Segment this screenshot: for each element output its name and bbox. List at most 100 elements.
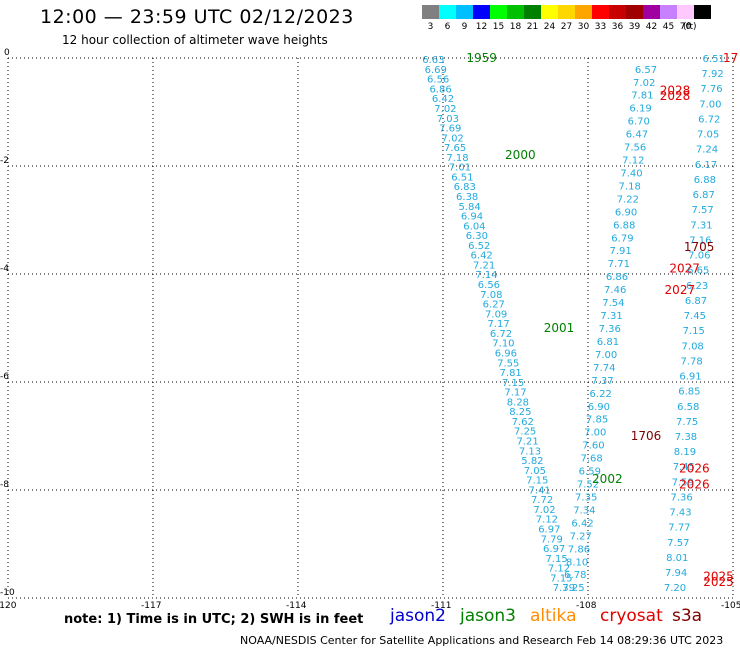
wave-height-label: 7.31	[690, 220, 712, 231]
wave-height-label: 6.22	[590, 389, 612, 400]
lon-tick-label: -117	[141, 601, 162, 611]
pass-time-label: 17	[723, 51, 738, 65]
wave-height-label: 7.01	[449, 163, 471, 174]
wave-height-label: 7.17	[504, 388, 526, 399]
wave-height-label: 7.24	[696, 145, 718, 156]
wave-height-label: 6.56	[427, 75, 449, 86]
wave-height-label: 7.09	[485, 309, 507, 320]
wave-height-label: 7.02	[633, 78, 655, 89]
wave-height-label: 6.97	[538, 525, 560, 536]
lon-tick-label: -120	[0, 601, 17, 611]
wave-height-label: 6.57	[635, 65, 657, 76]
wave-height-label: 6.86	[606, 272, 628, 283]
legend-swatch-label: 33	[594, 22, 607, 32]
wave-height-label: 7.05	[524, 466, 546, 477]
wave-height-label: 7.79	[541, 534, 563, 545]
wave-height-label: 7.00	[595, 350, 617, 361]
wave-height-label: 6.79	[611, 233, 633, 244]
pass-time-label: 2026	[679, 461, 710, 475]
wave-height-label: 7.12	[536, 515, 558, 526]
wave-height-label: 7.45	[684, 311, 706, 322]
wave-height-label: 7.59	[672, 477, 694, 488]
wave-height-label: 6.42	[432, 94, 454, 105]
wave-height-label: 8.28	[507, 397, 529, 408]
wave-height-label: 7.06	[688, 251, 710, 262]
legend-swatch	[524, 5, 541, 19]
legend-swatch-label: 27	[560, 22, 573, 32]
wave-height-label: 7.57	[691, 205, 713, 216]
legend-swatch	[694, 5, 711, 19]
lat-tick-label: -8	[0, 480, 9, 490]
footer-note: note: 1) Time is in UTC; 2) SWH is in fe…	[64, 612, 364, 627]
wave-height-label: 7.55	[497, 358, 519, 369]
legend-swatch-label: 18	[509, 22, 522, 32]
wave-height-label: 6.94	[461, 212, 483, 223]
legend-swatch	[592, 5, 609, 19]
legend-swatch	[490, 5, 507, 19]
wave-height-label: 7.77	[668, 523, 690, 534]
satellite-legend-jason2: jason2	[390, 606, 446, 626]
wave-height-label: 6.52	[468, 241, 490, 252]
wave-height-label: 7.31	[600, 311, 622, 322]
wave-height-label: 6.59	[579, 467, 601, 478]
legend-swatch-label: 21	[526, 22, 539, 32]
legend-swatch-label: 39	[628, 22, 641, 32]
wave-height-label: 7.02	[442, 133, 464, 144]
pass-time-label: 2002	[592, 472, 623, 486]
wave-height-label: 6.65	[687, 266, 709, 277]
legend-swatch-label: 15	[492, 22, 505, 32]
wave-height-label: 7.27	[570, 531, 592, 542]
pass-time-label: 2025	[703, 575, 734, 589]
wave-height-label: 7.54	[602, 298, 624, 309]
wave-height-label: 6.47	[626, 130, 648, 141]
wave-height-label: 7.13	[519, 446, 541, 457]
wave-height-label: 6.69	[425, 65, 447, 76]
wave-height-label: 7.34	[573, 505, 595, 516]
wave-height-label: 6.42	[471, 251, 493, 262]
wave-height-label: 7.25	[514, 427, 536, 438]
wave-height-label: 7.56	[624, 143, 646, 154]
lat-tick-label: 0	[4, 48, 10, 58]
wave-height-label: 7.15	[550, 573, 572, 584]
wave-height-label: 7.08	[480, 290, 502, 301]
wave-height-label: 6.88	[694, 175, 716, 186]
lat-tick-label: -2	[0, 156, 9, 166]
satellite-legend-altika: altika	[530, 606, 577, 626]
lat-tick-label: -6	[0, 372, 9, 382]
legend-swatch	[558, 5, 575, 19]
legend-swatch-label: 70	[679, 22, 692, 32]
wave-height-label: 7.22	[617, 194, 639, 205]
wave-height-label: 8.25	[509, 407, 531, 418]
wave-height-label: 7.57	[667, 538, 689, 549]
footer-credit: NOAA/NESDIS Center for Satellite Applica…	[240, 634, 724, 647]
page-subtitle: 12 hour collection of altimeter wave hei…	[62, 33, 328, 47]
lon-tick-label: -108	[576, 601, 597, 611]
wave-height-label: 7.43	[669, 508, 691, 519]
wave-height-label: 7.81	[500, 368, 522, 379]
wave-height-label: 6.85	[678, 387, 700, 398]
legend-swatch	[456, 5, 473, 19]
wave-height-label: 7.17	[487, 319, 509, 330]
wave-height-label: 7.15	[545, 554, 567, 565]
legend-swatch	[609, 5, 626, 19]
wave-height-label: 7.05	[697, 130, 719, 141]
satellite-legend-s3a: s3a	[672, 606, 703, 626]
wave-height-label: 7.18	[619, 181, 641, 192]
wave-height-label: 6.72	[698, 114, 720, 125]
wave-height-label: 7.74	[593, 363, 615, 374]
wave-height-label: 7.02	[434, 104, 456, 115]
pass-time-label: 1706	[631, 429, 662, 443]
wave-height-label: 6.38	[456, 192, 478, 203]
wave-height-label: 6.90	[588, 402, 610, 413]
wave-height-label: 7.68	[580, 454, 602, 465]
wave-height-label: 7.35	[575, 492, 597, 503]
legend-swatch	[541, 5, 558, 19]
wave-height-label: 7.16	[689, 235, 711, 246]
legend-swatch-label: 42	[645, 22, 658, 32]
wave-height-label: 7.69	[439, 124, 461, 135]
wave-height-label: 7.08	[682, 341, 704, 352]
wave-height-label: 6.96	[495, 348, 517, 359]
wave-height-label: 7.86	[568, 544, 590, 555]
satellite-legend-cryosat: cryosat	[600, 606, 663, 626]
wave-height-label: 6.87	[685, 296, 707, 307]
